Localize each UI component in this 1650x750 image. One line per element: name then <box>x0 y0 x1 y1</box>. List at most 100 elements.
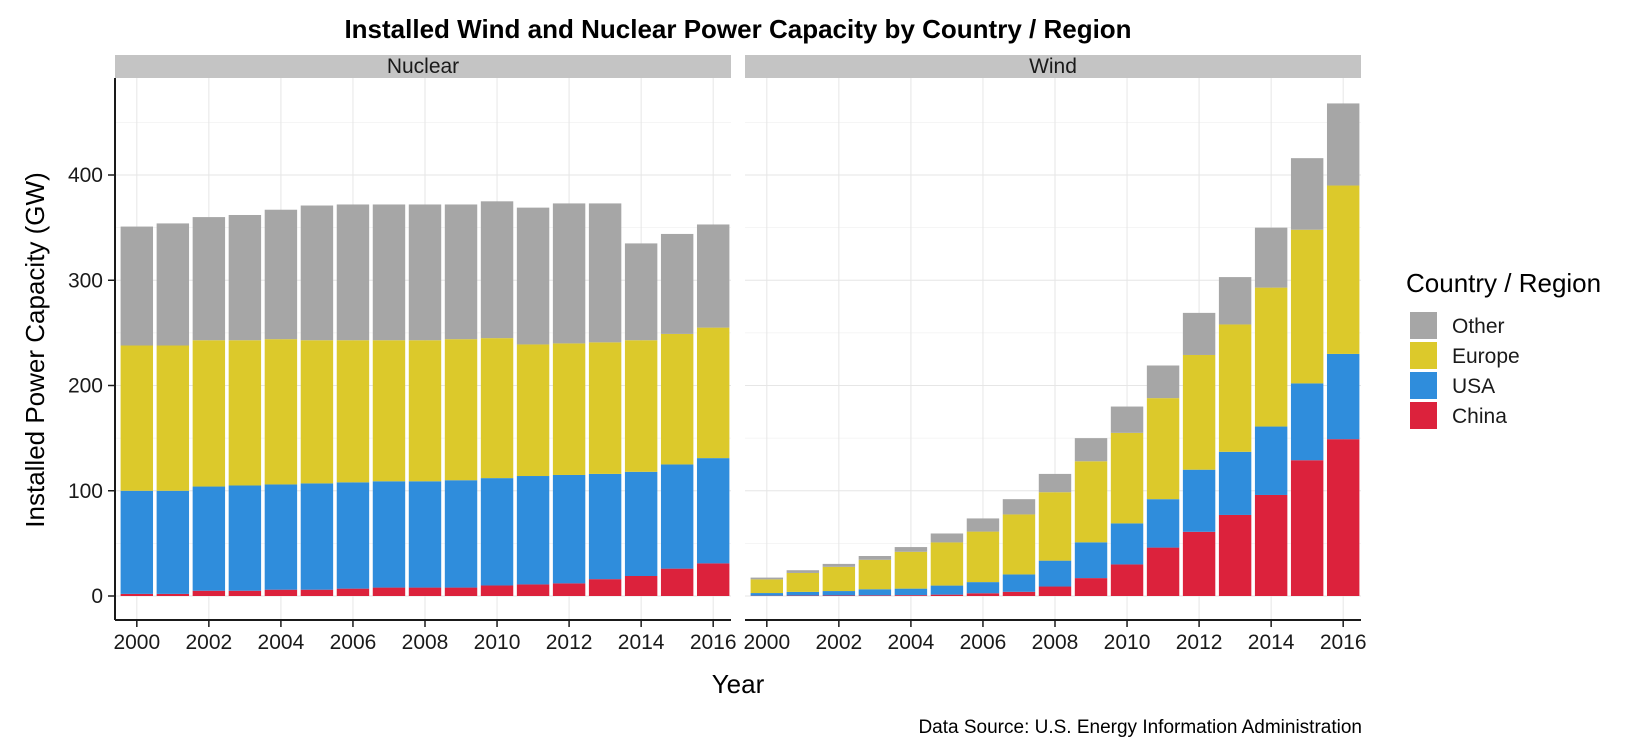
bar-usa-2013 <box>588 473 622 580</box>
bar-china-2004 <box>264 589 298 596</box>
bar-china-2012 <box>1182 531 1216 596</box>
bar-china-2011 <box>516 584 550 596</box>
bar-usa-2002 <box>192 486 226 591</box>
bar-other-2000 <box>120 226 154 346</box>
bar-europe-2011 <box>516 344 550 477</box>
bar-other-2005 <box>300 205 334 341</box>
bar-china-2005 <box>930 594 964 596</box>
bar-usa-2012 <box>552 474 586 584</box>
y-tick-label: 300 <box>68 269 103 292</box>
bar-other-2001 <box>156 223 190 346</box>
bar-china-2008 <box>408 587 442 596</box>
bar-usa-2009 <box>1074 542 1108 579</box>
bar-europe-2007 <box>1002 514 1036 575</box>
bar-usa-2006 <box>336 482 370 589</box>
bar-europe-2005 <box>300 340 334 484</box>
panel-wind: Wind 2000 2002 2004 2006 2008 2010 2012 2014 2016 <box>743 55 1367 654</box>
bar-other-2006 <box>336 204 370 341</box>
bar-china-2009 <box>444 587 478 596</box>
bar-europe-2010 <box>480 338 514 479</box>
bar-china-2011 <box>1146 547 1180 596</box>
x-tick-label: 2014 <box>1248 631 1295 654</box>
bar-other-2007 <box>1002 499 1036 515</box>
y-tick-label: 200 <box>68 375 103 398</box>
bar-china-2003 <box>858 595 892 596</box>
facet-strip-label: Wind <box>1029 55 1077 78</box>
legend-swatch-china <box>1410 402 1437 429</box>
bar-usa-2005 <box>930 585 964 595</box>
data-source-caption: Data Source: U.S. Energy Information Adm… <box>918 717 1362 738</box>
bar-other-2002 <box>192 217 226 341</box>
bar-europe-2000 <box>750 579 784 594</box>
y-tick-label: 100 <box>68 480 103 503</box>
bar-usa-2005 <box>300 483 334 590</box>
bar-other-2013 <box>588 203 622 343</box>
x-tick-label: 2016 <box>690 631 737 654</box>
bar-usa-2014 <box>624 471 658 577</box>
bar-usa-2007 <box>372 481 406 588</box>
bar-usa-2001 <box>156 490 190 594</box>
bar-usa-2011 <box>516 476 550 585</box>
x-tick-label: 2010 <box>474 631 521 654</box>
x-tick-label: 2008 <box>1032 631 1079 654</box>
bar-other-2015 <box>660 233 694 334</box>
bar-other-2016 <box>696 224 730 328</box>
bar-other-2003 <box>858 556 892 560</box>
bar-other-2010 <box>480 201 514 339</box>
bar-other-2012 <box>1182 312 1216 355</box>
bar-china-2014 <box>624 576 658 596</box>
bar-usa-2000 <box>750 593 784 596</box>
bar-china-2007 <box>372 587 406 596</box>
bar-other-2005 <box>930 533 964 543</box>
bar-china-2014 <box>1254 494 1288 596</box>
bar-europe-2008 <box>408 340 442 482</box>
x-tick-label: 2006 <box>330 631 377 654</box>
bar-europe-2007 <box>372 340 406 482</box>
bar-usa-2010 <box>1110 523 1144 565</box>
bar-europe-2013 <box>588 342 622 474</box>
bar-other-2009 <box>1074 438 1108 462</box>
bar-other-2014 <box>1254 227 1288 288</box>
bar-china-2013 <box>588 579 622 596</box>
bar-usa-2003 <box>858 589 892 596</box>
bar-china-2006 <box>336 588 370 596</box>
chart-title: Installed Wind and Nuclear Power Capacit… <box>344 14 1131 44</box>
bar-europe-2006 <box>336 340 370 483</box>
bar-europe-2014 <box>624 340 658 472</box>
bar-europe-2002 <box>192 340 226 487</box>
bar-europe-2009 <box>1074 461 1108 543</box>
bar-china-2007 <box>1002 591 1036 596</box>
x-tick-label: 2002 <box>816 631 863 654</box>
bar-europe-2011 <box>1146 398 1180 500</box>
bar-china-2002 <box>822 595 856 596</box>
bar-europe-2006 <box>966 531 1000 583</box>
bar-other-2010 <box>1110 406 1144 433</box>
bar-usa-2016 <box>1326 353 1360 440</box>
bar-china-2015 <box>1290 460 1324 596</box>
bar-usa-2009 <box>444 480 478 588</box>
bar-other-2003 <box>228 214 262 341</box>
bar-usa-2015 <box>660 464 694 569</box>
bar-china-2004 <box>894 595 928 596</box>
bar-usa-2008 <box>408 481 442 588</box>
bar-china-2002 <box>192 590 226 596</box>
bar-europe-2004 <box>894 551 928 589</box>
bar-usa-2010 <box>480 478 514 586</box>
x-tick-label: 2014 <box>618 631 665 654</box>
bar-usa-2000 <box>120 490 154 594</box>
bar-europe-2000 <box>120 345 154 491</box>
bar-china-2016 <box>696 563 730 596</box>
x-axis-title: Year <box>712 669 765 699</box>
bar-china-2003 <box>228 590 262 596</box>
bar-china-2013 <box>1218 514 1252 596</box>
x-tick-label: 2016 <box>1320 631 1367 654</box>
legend-label-europe: Europe <box>1452 345 1520 368</box>
bar-other-2009 <box>444 204 478 340</box>
bar-other-2011 <box>516 207 550 345</box>
bar-europe-2001 <box>786 572 820 592</box>
bar-other-2004 <box>264 209 298 340</box>
bar-usa-2014 <box>1254 426 1288 495</box>
bar-china-2000 <box>120 593 154 596</box>
bar-europe-2010 <box>1110 432 1144 524</box>
